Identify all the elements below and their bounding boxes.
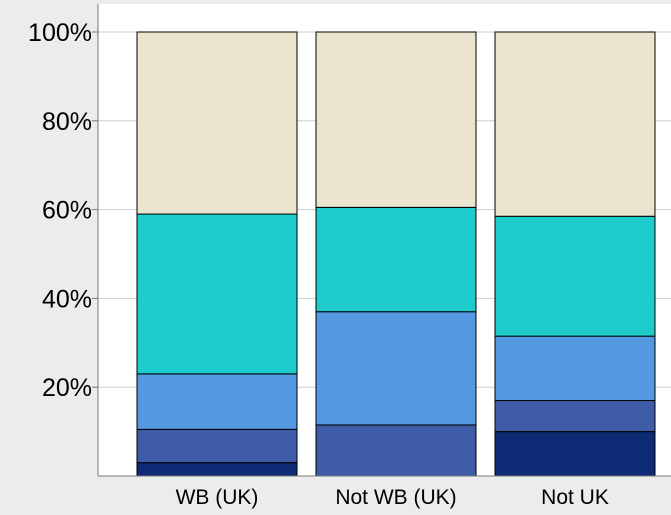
bars (136, 31, 656, 477)
bar-segment-1-5 (136, 31, 298, 215)
bar-segment-1-3 (136, 373, 298, 430)
category-label: Not UK (541, 486, 609, 509)
bar-segment-2-4 (315, 206, 477, 313)
bar-segment-3-2 (494, 400, 656, 433)
y-tick-label: 80% (42, 108, 92, 136)
category-label: Not WB (UK) (335, 486, 456, 509)
bar-segment-2-2 (315, 424, 477, 477)
bar-segment-3-4 (494, 215, 656, 337)
bar-segment-1-4 (136, 213, 298, 375)
category-labels: WB (UK) Not WB (UK) Not UK (176, 486, 609, 509)
y-tick-label: 20% (42, 374, 92, 402)
bar-segment-3-5 (494, 31, 656, 217)
bar-segment-1-1 (136, 462, 298, 477)
y-tick-labels: 20% 40% 60% 80% 100% (28, 19, 98, 402)
bar-segment-1-2 (136, 428, 298, 464)
bar-segment-2-3 (315, 311, 477, 426)
y-tick-label: 60% (42, 197, 92, 225)
bar-segment-2-5 (315, 31, 477, 208)
y-tick-label: 100% (28, 19, 92, 47)
y-tick-label: 40% (42, 285, 92, 313)
bar-segment-3-3 (494, 335, 656, 402)
bar-segment-3-1 (494, 431, 656, 477)
category-label: WB (UK) (176, 486, 259, 509)
